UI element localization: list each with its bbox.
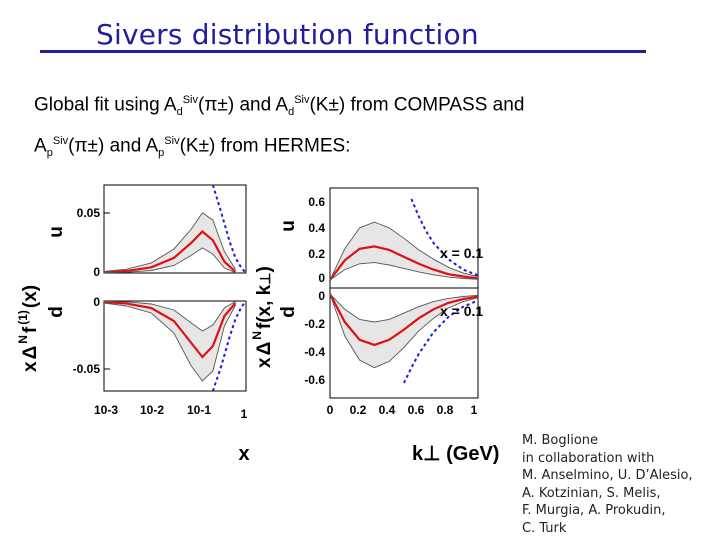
curve-layer	[103, 184, 479, 392]
credit-line: C. Turk	[522, 520, 567, 536]
right-xtick-08: 0.8	[437, 403, 454, 417]
left-ylabel-text: xΔNf(1)(x)	[16, 285, 41, 372]
series-line-central	[329, 245, 479, 281]
slide-title: Sivers distribution function	[96, 18, 479, 51]
right-xtick-1: 1	[471, 403, 478, 417]
right-d-ytick-m04: -0.4	[304, 345, 325, 359]
series-line-central	[103, 300, 237, 359]
right-d-annotation: x = 0.1	[440, 303, 483, 319]
left-xlabel: x	[238, 443, 249, 465]
left-xtick-1e-2: 10-2	[140, 403, 164, 417]
series-line-lower	[103, 247, 236, 274]
right-xtick-02: 0.2	[350, 403, 367, 417]
right-ylabel-d: d	[278, 306, 299, 318]
left-xtick-1e-3: 10-3	[94, 403, 118, 417]
right-d-ytick-m02: -0.2	[304, 317, 325, 331]
left-ylabel-u: u	[46, 226, 67, 238]
right-u-ytick-06: 0.6	[308, 195, 325, 209]
credit-line: A. Kotzinian, S. Melis,	[522, 485, 661, 501]
credit-line: in collaboration with	[522, 450, 655, 466]
credit-line: M. Boglione	[522, 433, 599, 448]
series-line-lower	[329, 293, 479, 369]
series-line-lower	[329, 262, 479, 281]
series-line-positivity-bound	[410, 198, 479, 277]
series-line-positivity-bound	[403, 299, 479, 384]
right-u-annotation: x = 0.1	[440, 245, 483, 261]
left-xtick-1: 1	[241, 407, 248, 421]
right-d-frame	[329, 287, 479, 399]
series-line-central	[103, 230, 237, 274]
error-band	[104, 301, 236, 381]
left-ylabel: xΔNf(1)(x)	[16, 285, 41, 372]
right-u-ytick-02: 0.2	[308, 247, 325, 261]
series-line-upper	[329, 293, 479, 323]
series-line-central	[329, 293, 479, 347]
right-u-ytick-0: 0	[318, 271, 325, 285]
intro-line-1: Global fit using AdSiv(π±) and AdSiv(K±)…	[34, 94, 525, 119]
right-d-ytick-m06: -0.6	[304, 373, 325, 387]
left-u-ytick-0: 0	[93, 265, 100, 279]
series-line-lower	[103, 302, 236, 382]
right-ylabel-text: xΔNf(x, k⊥)	[250, 266, 275, 368]
left-d-frame	[103, 300, 247, 392]
credit-line: F. Murgia, A. Prokudin,	[522, 503, 666, 518]
left-d-ytick-0: 0	[93, 295, 100, 309]
right-xlabel: k⊥ (GeV)	[412, 443, 499, 465]
right-xtick-04: 0.4	[379, 403, 396, 417]
credit-line: M. Anselmino, U. D’Alesio,	[522, 468, 693, 483]
right-ylabel-u: u	[278, 220, 299, 232]
left-xtick-1e-1: 10-1	[187, 403, 211, 417]
left-d-ytick-m005: -0.05	[73, 362, 101, 376]
intro-text: Global fit using AdSiv(π±) and AdSiv(K±)…	[34, 86, 524, 168]
left-ylabel-d: d	[46, 306, 67, 318]
series-line-positivity-bound	[211, 184, 247, 274]
right-d-ytick-0: 0	[318, 289, 325, 303]
series-line-upper	[329, 221, 479, 281]
left-u-frame	[103, 184, 247, 274]
right-xtick-06: 0.6	[408, 403, 425, 417]
slide-title-bar: Sivers distribution function	[40, 14, 646, 53]
right-ylabel: xΔNf(x, k⊥)	[250, 266, 275, 368]
left-u-ytick-005: 0.05	[77, 206, 101, 220]
credits-block: M. Boglione in collaboration with M. Ans…	[522, 432, 693, 537]
right-xtick-0: 0	[327, 403, 334, 417]
error-band	[104, 212, 236, 273]
series-line-positivity-bound	[211, 300, 247, 392]
intro-line-2: ApSiv(π±) and ApSiv(K±) from HERMES:	[34, 135, 351, 160]
error-band	[330, 222, 478, 280]
right-u-ytick-04: 0.4	[308, 221, 325, 235]
series-line-upper	[103, 300, 236, 332]
series-line-upper	[103, 212, 236, 272]
